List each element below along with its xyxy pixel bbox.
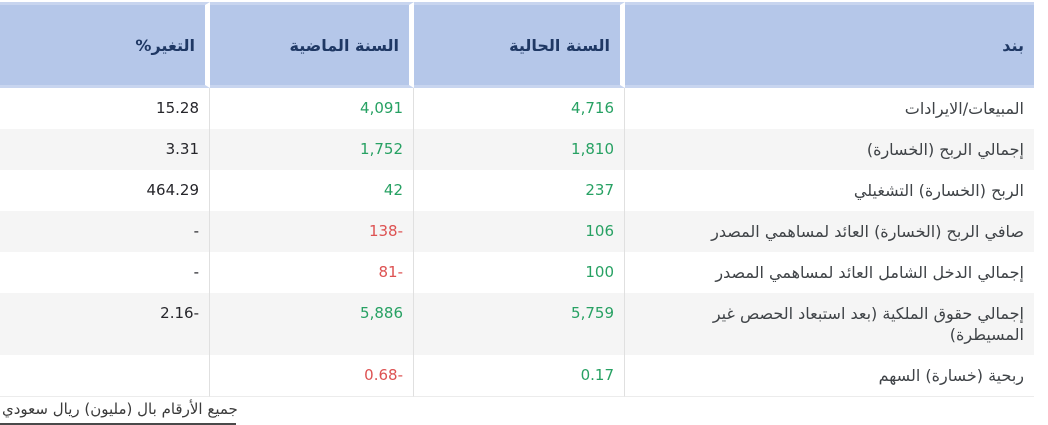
cell-current-value: 0.17 [414,355,625,397]
cell-change-value: 15.28 [0,88,210,129]
cell-item-label: المبيعات/الايرادات [625,88,1034,129]
cell-change-value [0,355,210,397]
cell-item-label: صافي الربح (الخسارة) العائد لمساهمي المص… [625,211,1034,252]
table-body: المبيعات/الايرادات 4,716 4,091 15.28 إجم… [0,88,1034,397]
cell-item-label: الربح (الخسارة) التشغيلي [625,170,1034,211]
header-cell-item: بند [625,2,1034,88]
financial-summary-table: بند السنة الحالية السنة الماضية التغير% … [0,2,1034,397]
cell-previous-value: 5,886 [210,293,414,355]
table-row: صافي الربح (الخسارة) العائد لمساهمي المص… [0,211,1034,252]
header-cell-previous-year: السنة الماضية [210,2,414,88]
cell-change-value: 3.31 [0,129,210,170]
cell-current-value: 237 [414,170,625,211]
table-row: المبيعات/الايرادات 4,716 4,091 15.28 [0,88,1034,129]
cell-current-value: 100 [414,252,625,293]
header-cell-change-percent: التغير% [0,2,210,88]
cell-current-value: 1,810 [414,129,625,170]
table-row: إجمالي الربح (الخسارة) 1,810 1,752 3.31 [0,129,1034,170]
cell-current-value: 4,716 [414,88,625,129]
cell-item-label: إجمالي الدخل الشامل العائد لمساهمي المصد… [625,252,1034,293]
cell-item-label: إجمالي حقوق الملكية (بعد استبعاد الحصص غ… [625,293,1034,355]
header-cell-current-year: السنة الحالية [414,2,625,88]
cell-item-label: إجمالي الربح (الخسارة) [625,129,1034,170]
cell-change-value: 464.29 [0,170,210,211]
cell-previous-value: -0.68 [210,355,414,397]
cell-previous-value: -81 [210,252,414,293]
cell-change-value: - [0,211,210,252]
cell-item-label: ربحية (خسارة) السهم [625,355,1034,397]
cell-previous-value: 1,752 [210,129,414,170]
header-row: بند السنة الحالية السنة الماضية التغير% [0,2,1034,88]
table-row: إجمالي الدخل الشامل العائد لمساهمي المصد… [0,252,1034,293]
table-header: بند السنة الحالية السنة الماضية التغير% [0,2,1034,88]
cell-change-value: - [0,252,210,293]
cell-previous-value: 42 [210,170,414,211]
cell-change-value: -2.16 [0,293,210,355]
table-row: الربح (الخسارة) التشغيلي 237 42 464.29 [0,170,1034,211]
cell-current-value: 5,759 [414,293,625,355]
table-row: ربحية (خسارة) السهم 0.17 -0.68 [0,355,1034,397]
cell-previous-value: -138 [210,211,414,252]
cell-current-value: 106 [414,211,625,252]
footer-note: جميع الأرقام بال (مليون) ريال سعودي [2,400,238,418]
footer-underline [0,423,236,425]
cell-previous-value: 4,091 [210,88,414,129]
table-row: إجمالي حقوق الملكية (بعد استبعاد الحصص غ… [0,293,1034,355]
